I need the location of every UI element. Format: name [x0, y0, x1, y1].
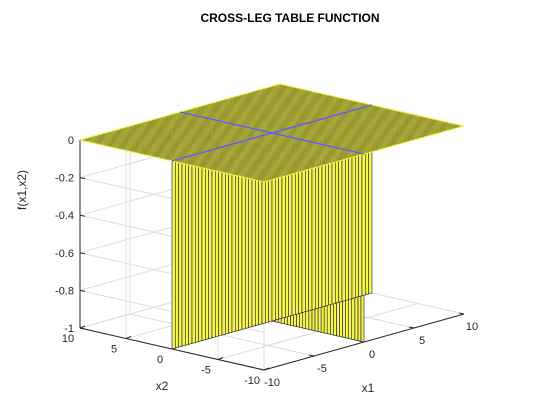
- x2-tick-label: 5: [111, 344, 117, 356]
- x2-tick-label: -10: [244, 375, 260, 387]
- surface-strip: [175, 159, 178, 348]
- x1-tick-label: 0: [369, 349, 375, 361]
- surface-strip: [172, 160, 175, 349]
- z-tick-label: -0.8: [55, 285, 74, 297]
- x2-tick-label: -5: [201, 365, 211, 377]
- z-tick-label: -0.6: [55, 248, 74, 260]
- x1-tick-label: 5: [419, 335, 425, 347]
- surface-strip: [222, 146, 225, 335]
- surface-strip: [185, 156, 188, 345]
- x1-tick-label: -10: [264, 377, 280, 389]
- chart-title: CROSS-LEG TABLE FUNCTION: [200, 11, 379, 25]
- surface-strip: [202, 152, 205, 341]
- surface-strip: [215, 148, 218, 337]
- surface-strip: [195, 154, 198, 343]
- surface-strip: [219, 147, 222, 336]
- surface-strip: [179, 158, 182, 347]
- x1-axis-label: x1: [362, 381, 375, 395]
- z-axis-label: f(x1,x2): [15, 170, 29, 210]
- surface-strip: [199, 153, 202, 342]
- x2-axis-label: x2: [156, 379, 169, 393]
- z-tick-label: -0.2: [55, 173, 74, 185]
- x1-tick-label: 10: [466, 321, 478, 333]
- z-tick-label: -0.4: [55, 210, 74, 222]
- x2-tick-label: 10: [62, 333, 74, 345]
- surface-strip: [192, 155, 195, 344]
- x1-tick-label: -5: [317, 363, 327, 375]
- surface-strip: [189, 155, 192, 344]
- surface-strip: [182, 157, 185, 346]
- surface-strip: [205, 151, 208, 340]
- surface-strip: [212, 149, 215, 338]
- x2-tick-label: 0: [157, 354, 163, 366]
- surface-strip: [209, 150, 212, 339]
- z-tick-label: 0: [68, 135, 74, 147]
